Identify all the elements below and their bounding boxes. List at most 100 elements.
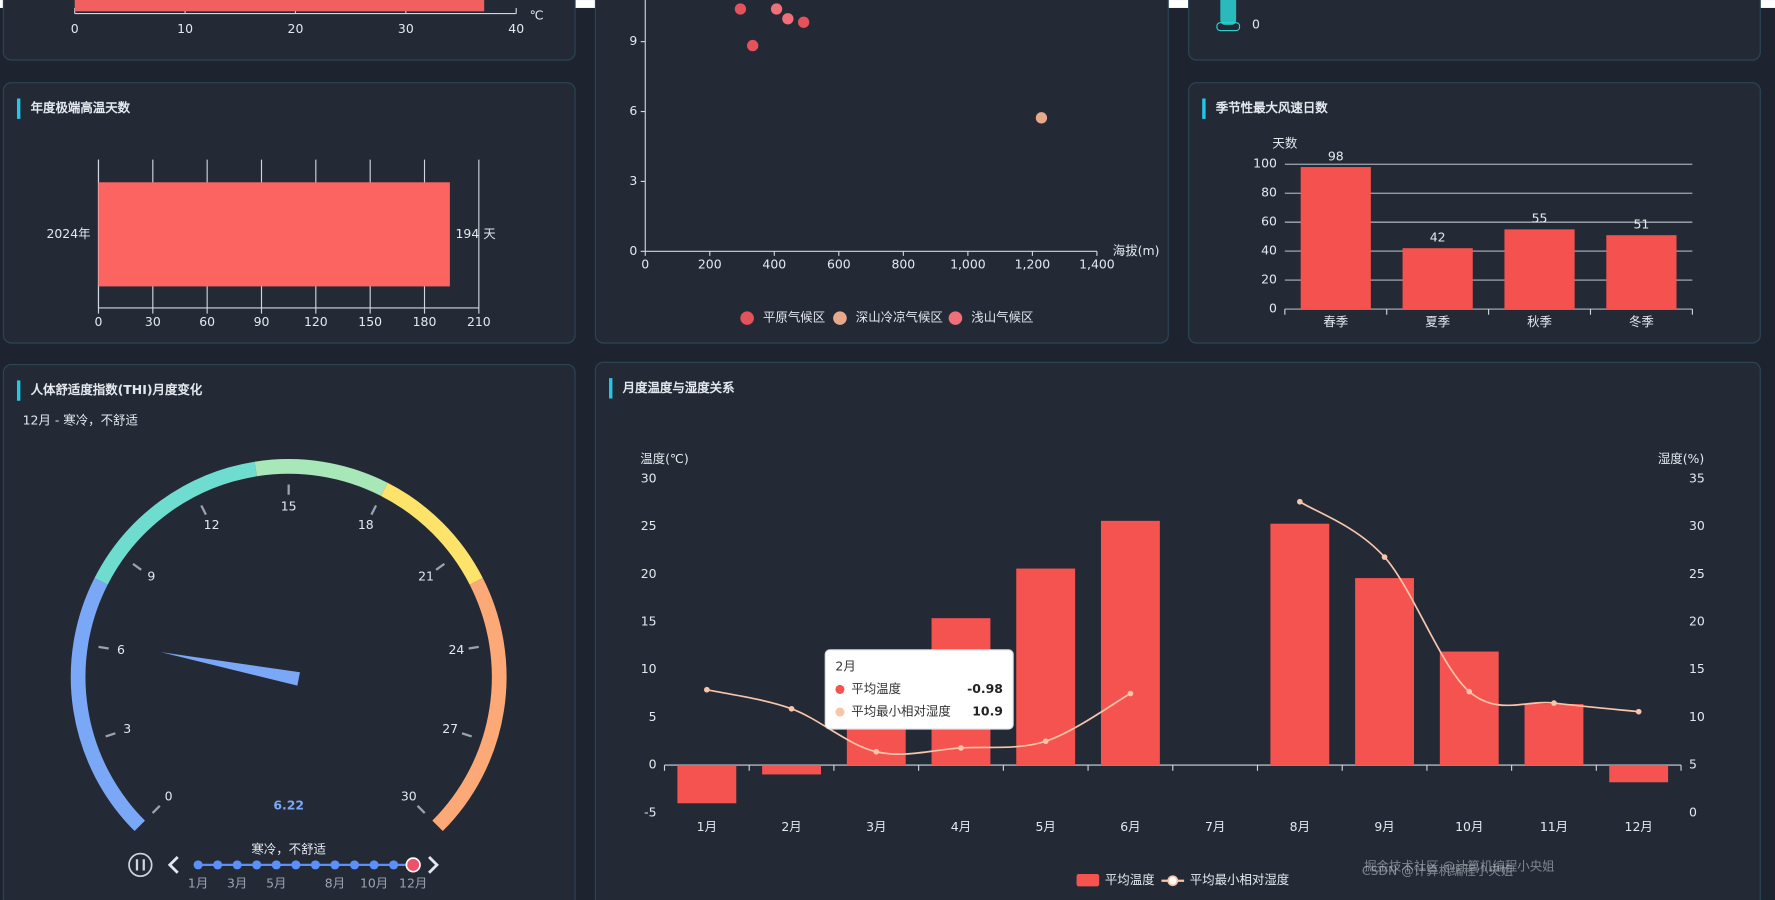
legend-marker [1167, 875, 1179, 887]
y-tick-label: 40 [1261, 243, 1277, 258]
timeline-label: 3月 [227, 876, 247, 891]
x-tick-label: 9月 [1374, 819, 1394, 834]
play-button[interactable] [128, 852, 153, 878]
panel [1188, 0, 1761, 61]
tick-mark [468, 645, 479, 650]
legend-label: 深山冷凉气候区 [856, 310, 943, 325]
timeline-dot[interactable] [349, 860, 360, 870]
timeline-dot[interactable] [310, 860, 320, 870]
tooltip-name: 平均温度 [851, 681, 901, 696]
x-tick-label: 10 [177, 21, 193, 36]
timeline-dot[interactable] [330, 860, 340, 870]
x-tick-label: 5月 [1036, 819, 1056, 834]
value-label: 42 [1430, 230, 1446, 245]
pause-icon [135, 859, 145, 871]
y-tick-label: 100 [1253, 156, 1277, 171]
x-tick-label: 12月 [1625, 819, 1653, 834]
line-point [1127, 690, 1134, 697]
gauge-tick-label: 15 [281, 499, 297, 514]
y-tick-label: 5 [649, 709, 657, 724]
timeline-dot[interactable] [232, 860, 242, 870]
bar [677, 765, 737, 804]
scatter-point [797, 16, 810, 28]
panel [2, 363, 576, 900]
x-tick-label: 秋季 [1527, 314, 1552, 329]
timeline-dot[interactable] [252, 860, 262, 870]
timeline-dot[interactable] [193, 860, 203, 870]
timeline-label: 12月 [399, 876, 427, 891]
category-label: 2024年 [46, 226, 90, 241]
x-tick-label: 0 [641, 256, 649, 271]
y-tick-label: 9 [629, 33, 637, 48]
x-tick-label: 1,400 [1079, 256, 1115, 271]
tick-mark [200, 504, 207, 516]
y-tick-label: 25 [641, 518, 657, 533]
timeline-dot[interactable] [291, 860, 301, 870]
gauge-band [380, 482, 483, 585]
scatter-point [747, 39, 759, 52]
y2-tick-label: 10 [1689, 709, 1705, 724]
prev-button[interactable] [167, 855, 179, 874]
timeline-dot[interactable] [369, 860, 379, 870]
watermark: CSDN @计算机编程小央姐 [1362, 863, 1513, 878]
panel [2, 0, 576, 61]
line-point [1551, 700, 1557, 706]
timeline-dot[interactable] [213, 860, 223, 870]
gauge-tick-label: 24 [448, 642, 464, 657]
timeline-dot[interactable] [389, 860, 399, 870]
line [706, 501, 1639, 755]
legend-label: 平均温度 [1105, 872, 1155, 887]
timeline-current[interactable] [405, 857, 421, 873]
legend-label: 平均最小相对湿度 [1190, 872, 1290, 887]
y-tick-label: 15 [641, 613, 657, 628]
gauge-pointer [160, 652, 300, 686]
panel-title: 人体舒适度指数(THI)月度变化 [31, 382, 203, 397]
bar [1402, 248, 1473, 310]
bar [1355, 578, 1414, 766]
gauge-detail: 寒冷，不舒适 [251, 842, 326, 857]
line-point [958, 745, 964, 751]
line-point [1381, 554, 1388, 560]
legend-marker [833, 311, 847, 325]
gauge-value: 6.22 [273, 798, 304, 813]
timeline-dot[interactable] [271, 860, 281, 870]
y-tick-label: 0 [649, 757, 657, 772]
x-tick-label: 7月 [1205, 819, 1225, 834]
tick-mark [435, 562, 446, 571]
watermark: 掘金技术社区 @计算机编程小央姐 [1364, 859, 1555, 874]
x-tick-label: 6月 [1120, 819, 1140, 834]
y-tick-label: 10 [641, 661, 657, 676]
bar [1524, 704, 1584, 766]
x-tick-label: 夏季 [1425, 314, 1450, 329]
x-tick-label: 180 [413, 314, 437, 329]
scatter-point [734, 3, 747, 15]
x-tick-label: 10月 [1455, 819, 1483, 834]
next-button[interactable] [428, 855, 439, 874]
x-tick-label: 0 [95, 314, 103, 329]
y2-tick-label: 30 [1689, 518, 1705, 533]
y2-tick-label: 0 [1689, 804, 1697, 819]
title-accent [16, 98, 21, 119]
value-label: 98 [1328, 148, 1344, 163]
tick-mark [132, 562, 142, 571]
scatter-point [770, 3, 783, 15]
panel-title: 季节性最大风速日数 [1215, 100, 1329, 115]
x-tick-label: 60 [199, 314, 215, 329]
bar [1016, 568, 1076, 766]
panel-title: 年度极端高温天数 [31, 100, 131, 115]
line-point [704, 686, 710, 693]
thermometer-cap [1220, 0, 1237, 25]
timeline-label: 8月 [325, 876, 345, 891]
x-tick-label: 800 [891, 256, 915, 271]
tick-mark [370, 504, 378, 516]
scatter-point [782, 13, 794, 25]
x-tick-label: 90 [254, 314, 270, 329]
tooltip-title: 2月 [835, 658, 855, 673]
value-label: 55 [1532, 211, 1548, 226]
x-tick-label: 8月 [1290, 819, 1310, 834]
bar [1439, 651, 1499, 766]
x-tick-label: 150 [358, 314, 382, 329]
y-tick-label: -5 [644, 804, 656, 819]
value-label: 0 [1252, 16, 1260, 31]
y2-tick-label: 15 [1689, 661, 1705, 676]
